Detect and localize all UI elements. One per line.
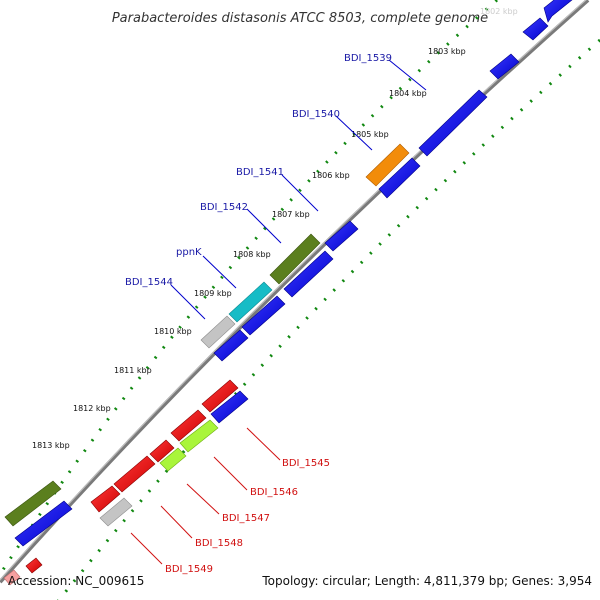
gene-arrow-lime[interactable] [159, 447, 187, 472]
accession-text: Accession: NC_009615 [8, 574, 144, 588]
gene-label-bdi-1549[interactable]: BDI_1549 [165, 564, 213, 575]
leader-line [246, 208, 282, 244]
gene-label-bdi-1539[interactable]: BDI_1539 [344, 53, 392, 64]
tick-label-1805: 1805 kbp [351, 130, 389, 139]
gene-arrow-gray[interactable] [99, 497, 133, 527]
gene-label-bdi-1545[interactable]: BDI_1545 [282, 458, 330, 469]
gene-arrow-red[interactable] [113, 455, 156, 493]
gene-label-bdi-1547[interactable]: BDI_1547 [222, 513, 270, 524]
gene-arrow-blue[interactable] [210, 390, 249, 424]
leader-line [388, 59, 427, 91]
genome-backbone-highlight [0, 0, 587, 581]
gene-label-bdi-1542[interactable]: BDI_1542 [200, 202, 248, 213]
leader-line [186, 483, 220, 515]
topology-text: Topology: circular; Length: 4,811,379 bp… [261, 574, 592, 588]
gene-arrow-blue[interactable] [522, 17, 549, 41]
gene-arrow-lime[interactable] [179, 419, 219, 453]
leader-line [281, 174, 319, 212]
gene-arrow-blue[interactable] [213, 329, 249, 362]
gene-label-bdi-1544[interactable]: BDI_1544 [125, 277, 173, 288]
gene-arrow-blue[interactable] [543, 0, 573, 23]
leader-line [335, 115, 373, 151]
leader-line [130, 532, 163, 565]
gene-arrow-gray[interactable] [200, 315, 236, 349]
tick-label-1813: 1813 kbp [32, 441, 70, 450]
tick-label-1808: 1808 kbp [233, 250, 271, 259]
gene-arrow-blue[interactable] [324, 220, 359, 252]
gene-arrow-blue[interactable] [241, 295, 286, 336]
gene-arrow-olive[interactable] [269, 233, 321, 285]
genome-backbone [0, 0, 590, 584]
leader-line [213, 456, 248, 491]
tick-label-1809: 1809 kbp [194, 289, 232, 298]
outer-dotted-track [0, 0, 498, 578]
tick-label-1811: 1811 kbp [114, 366, 152, 375]
gene-arrow-blue[interactable] [378, 157, 421, 199]
gene-arrow-blue[interactable] [418, 89, 488, 157]
gene-label-bdi-1541[interactable]: BDI_1541 [236, 167, 284, 178]
leader-line [246, 427, 281, 461]
tick-label-1807: 1807 kbp [272, 210, 310, 219]
gene-arrow-orange[interactable] [365, 143, 410, 187]
gene-arrow-pink[interactable] [3, 569, 21, 586]
gene-arrow-red[interactable] [90, 485, 121, 513]
leader-line [170, 284, 206, 320]
gene-arrow-red[interactable] [170, 409, 207, 442]
gene-arrow-cyan[interactable] [228, 281, 273, 323]
leader-line [202, 255, 237, 289]
gene-arrow-blue[interactable] [14, 500, 73, 547]
gene-arrow-red[interactable] [25, 557, 43, 574]
inner-dotted-track [57, 38, 600, 600]
tick-label-1806: 1806 kbp [312, 171, 350, 180]
tick-label-1803: 1803 kbp [428, 47, 466, 56]
map-title: Parabacteroides distasonis ATCC 8503, co… [112, 11, 488, 26]
gene-label-bdi-1540[interactable]: BDI_1540 [292, 109, 340, 120]
gene-arrow-red[interactable] [201, 379, 239, 413]
gene-label-ppnk[interactable]: ppnK [176, 247, 202, 258]
tick-label-1812: 1812 kbp [73, 404, 111, 413]
tick-label-1804: 1804 kbp [389, 89, 427, 98]
gene-label-bdi-1548[interactable]: BDI_1548 [195, 538, 243, 549]
leader-line [160, 505, 193, 539]
tick-label-1810: 1810 kbp [154, 327, 192, 336]
gene-arrow-blue[interactable] [489, 53, 520, 80]
gene-arrow-blue[interactable] [283, 250, 334, 298]
tick-label-1802: 1802 kbp [480, 7, 518, 16]
gene-arrow-red[interactable] [149, 439, 175, 463]
gene-arrow-olive[interactable] [4, 480, 62, 527]
gene-label-bdi-1546[interactable]: BDI_1546 [250, 487, 298, 498]
